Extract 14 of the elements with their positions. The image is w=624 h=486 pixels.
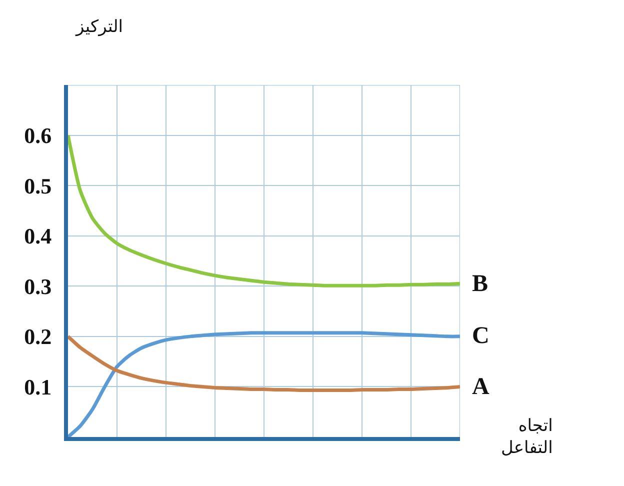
line-series — [68, 334, 460, 392]
x-axis-title: اتجاه التفاعل — [501, 416, 553, 458]
y-tick-label: 0.4 — [24, 224, 52, 249]
y-tick-label: 0.1 — [24, 374, 52, 400]
y-tick-label: 0.5 — [24, 173, 52, 198]
line-series — [68, 134, 460, 288]
line-series — [68, 331, 460, 437]
y-tick-label: 0.3 — [24, 274, 52, 299]
y-tick-label: 0.2 — [24, 324, 52, 350]
series-label: B — [472, 271, 488, 297]
series-label: C — [472, 323, 490, 349]
y-axis-title: التركيز — [75, 17, 124, 37]
y-tick-label: 0.6 — [24, 122, 52, 148]
series-label: A — [472, 374, 490, 400]
